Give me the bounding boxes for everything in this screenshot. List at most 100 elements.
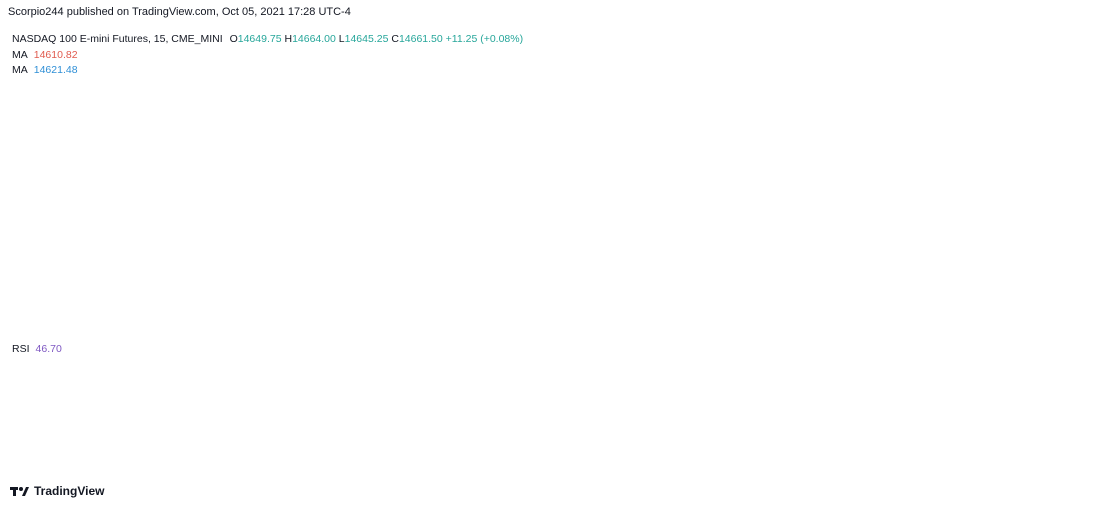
trend-line-3: [13, 269, 853, 303]
candle-body: [221, 139, 223, 141]
ma1-legend: MA 14610.82: [12, 49, 78, 61]
candle-body: [231, 139, 233, 141]
candle-body: [539, 157, 541, 160]
candle-body: [691, 261, 693, 263]
candle-body: [453, 169, 455, 172]
candle-body: [581, 186, 583, 191]
candle-body: [105, 128, 107, 132]
candle-body: [701, 276, 703, 279]
candle-body: [849, 203, 851, 205]
candle-body: [267, 132, 269, 134]
candle-body: [395, 222, 397, 226]
ma2-value: 14621.48: [33, 64, 78, 76]
candle-body: [829, 173, 831, 175]
candle-body: [497, 191, 499, 197]
candle-body: [405, 218, 407, 220]
candle-body: [839, 177, 841, 187]
candle-body: [599, 194, 601, 198]
level-price-label: 14876.00: [1039, 120, 1083, 132]
candle-body: [511, 163, 513, 171]
publisher-header: Scorpio244 published on TradingView.com,…: [8, 6, 351, 18]
candle-body: [673, 263, 675, 266]
candle-body: [303, 154, 305, 156]
candle-body: [185, 149, 187, 153]
candle-body: [723, 259, 725, 261]
candle-body: [287, 145, 289, 147]
candle-body: [15, 137, 17, 139]
candle-body: [145, 145, 147, 147]
candle-body: [753, 258, 755, 260]
candle-body: [773, 253, 775, 257]
candle-body: [61, 116, 63, 118]
candle-body: [641, 294, 643, 298]
candle-body: [235, 135, 237, 140]
time-tick-label: 12:00: [787, 454, 813, 466]
candle-body: [727, 256, 729, 259]
ohlc-low: L14645.25: [339, 33, 389, 45]
rsi-line: [13, 353, 853, 451]
candle-body: [525, 152, 527, 156]
candle-body: [315, 158, 317, 160]
candle-body: [139, 146, 141, 148]
candle-body: [393, 222, 395, 226]
trend-line-2: [49, 111, 591, 153]
candle-body: [71, 117, 73, 120]
candle-body: [689, 258, 691, 262]
candle-body: [815, 179, 817, 181]
candle-body: [835, 174, 837, 176]
candle-body: [575, 186, 577, 189]
candle-body: [387, 220, 389, 223]
candle-body: [211, 139, 213, 141]
candle-body: [77, 120, 79, 122]
price-label-box: [1032, 165, 1090, 182]
ohlc-high: H14664.00: [284, 33, 335, 45]
candle-body: [91, 121, 93, 125]
candle-body: [113, 138, 115, 143]
candle-body: [799, 229, 801, 239]
price-chart[interactable]: USD 14300.00 14400.00 14500.00 14600.00 14700…: [0, 22, 1100, 500]
candle-body: [515, 159, 517, 161]
candle-body: [127, 152, 129, 154]
candle-body: [369, 181, 371, 184]
candle-body: [289, 146, 291, 148]
candle-body: [725, 256, 727, 260]
candle-body: [605, 199, 607, 201]
candle-body: [167, 153, 169, 155]
candle-body: [711, 271, 713, 273]
level-price-label: 14735.25: [1039, 169, 1083, 181]
candle-body: [541, 159, 543, 161]
logo-text: TradingView: [34, 484, 105, 498]
candle-body: [667, 273, 669, 279]
candle-body: [517, 158, 519, 160]
candle-body: [823, 174, 825, 176]
candle-body: [355, 184, 357, 186]
candle-body: [649, 288, 651, 292]
candle-body: [679, 260, 681, 262]
candle-body: [513, 159, 515, 164]
candle-body: [249, 125, 251, 127]
candle-body: [493, 201, 495, 204]
candle-body: [437, 187, 439, 190]
candle-body: [359, 182, 361, 185]
candle-body: [117, 144, 119, 147]
candle-body: [161, 151, 163, 154]
candle-body: [37, 129, 39, 131]
candle-body: [93, 121, 95, 124]
candle-body: [357, 184, 359, 186]
candle-body: [111, 134, 113, 139]
candle-body: [637, 282, 639, 291]
high-label: H: [284, 33, 293, 45]
candle-body: [331, 170, 333, 172]
candle-body: [551, 169, 553, 172]
candle-body: [281, 143, 283, 146]
candle-body: [273, 139, 275, 141]
candle-body: [371, 181, 373, 183]
candle-body: [439, 184, 441, 188]
close-value: 14661.50: [398, 33, 443, 45]
tradingview-logo[interactable]: TradingView: [10, 484, 104, 498]
candle-body: [675, 261, 677, 264]
time-tick-label: 12:00: [616, 454, 642, 466]
currency-label: USD: [1047, 33, 1070, 45]
candle-body: [319, 158, 321, 161]
candle-body: [775, 253, 777, 255]
